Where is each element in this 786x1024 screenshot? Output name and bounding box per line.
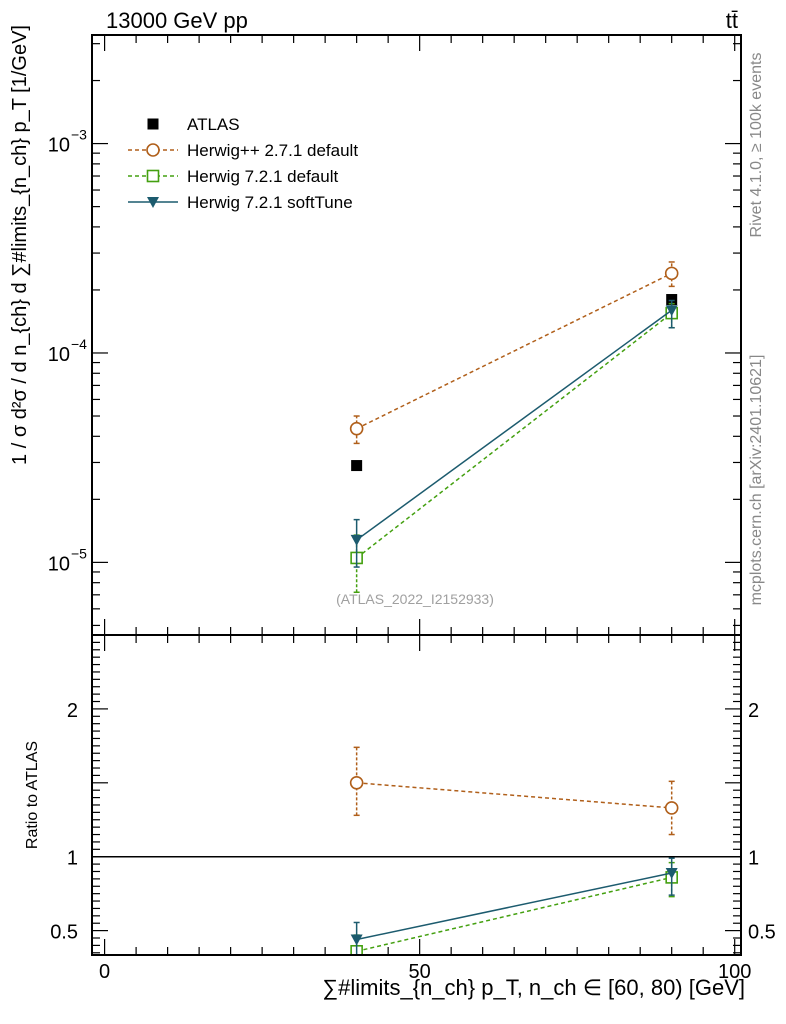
main-data-point (665, 305, 678, 317)
legend-label: Herwig 7.2.1 softTune (187, 193, 353, 212)
main-series-2 (350, 302, 678, 594)
ratio-y-tick-label: 2 (67, 700, 78, 722)
legend-label: ATLAS (187, 115, 240, 134)
main-y-tick-exponent: −3 (71, 127, 87, 143)
legend-marker (146, 143, 160, 157)
main-y-tick-label: 10 (48, 553, 70, 575)
legend-item: ATLAS (147, 115, 240, 134)
energy-label: 13000 GeV pp (106, 8, 248, 33)
legend-label: Herwig 7.2.1 default (187, 167, 338, 186)
ratio-data-point (349, 776, 364, 790)
main-data-point (349, 421, 364, 436)
legend-marker (147, 118, 159, 130)
source-label: mcplots.cern.ch [arXiv:2401.10621] (748, 355, 765, 606)
main-axis-ticks (92, 35, 741, 635)
main-series (349, 261, 679, 594)
main-watermark: (ATLAS_2022_I2152933) (336, 591, 494, 607)
legend-marker (146, 169, 160, 183)
main-series-line (356, 309, 673, 541)
main-series-line (356, 272, 673, 430)
ratio-y-tick-label-right: 0.5 (748, 922, 776, 944)
rivet-version-label: Rivet 4.1.0, ≥ 100k events (748, 53, 765, 238)
main-y-tick-labels: 10−510−410−3 (48, 127, 87, 576)
x-tick-label: 100 (718, 961, 751, 983)
legend-marker (147, 197, 159, 208)
ratio-series-line (356, 782, 672, 809)
ratio-data-point (664, 801, 679, 815)
main-data-point (350, 534, 363, 546)
ratio-y-tick-label-right: 2 (748, 700, 759, 722)
main-y-tick-exponent: −4 (71, 336, 87, 352)
main-y-tick-label: 10 (48, 344, 70, 366)
main-data-point (666, 294, 678, 306)
main-series-0 (351, 294, 678, 472)
ratio-y-tick-label-right: 1 (748, 848, 759, 870)
main-series-line (356, 312, 673, 559)
ratio-data-point (350, 934, 363, 946)
legend-item: Herwig 7.2.1 default (128, 167, 338, 186)
ratio-y-axis-label: Ratio to ATLAS (24, 741, 41, 849)
legend-label: Herwig++ 2.7.1 default (187, 141, 358, 160)
main-y-tick-label: 10 (48, 135, 70, 157)
ratio-series-line (356, 872, 672, 941)
ratio-y-tick-label: 0.5 (50, 922, 78, 944)
ratio-y-tick-label: 1 (67, 848, 78, 870)
ratio-panel: 0.5 0.5 1 1 2 2 Ratio to ATLAS (24, 634, 776, 956)
ratio-series-line (356, 876, 672, 953)
process-label: tt̄ (726, 8, 738, 33)
main-data-point (351, 460, 363, 472)
ratio-series-2 (350, 857, 678, 955)
legend-item: Herwig 7.2.1 softTune (128, 193, 353, 212)
x-tick-label: 0 (99, 961, 110, 983)
main-data-point (664, 266, 679, 281)
x-tick-labels: 0 50 100 (99, 961, 751, 983)
ratio-plot-frame (91, 634, 742, 956)
ratio-axis-ticks (92, 634, 741, 955)
main-y-axis-label: 1 / σ d²σ / d n_{ch} d ∑#limits_{n_ch} p… (9, 25, 31, 465)
legend-item: Herwig++ 2.7.1 default (128, 141, 358, 160)
legend: ATLAS Herwig++ 2.7.1 default Herwig 7.2.1 … (128, 115, 358, 212)
ratio-series-0 (349, 746, 679, 836)
main-series-3 (350, 299, 678, 568)
x-tick-label: 50 (409, 961, 431, 983)
ratio-y-tick-labels: 0.5 0.5 1 1 2 2 (50, 700, 776, 944)
x-axis-label: ∑#limits_{n_ch} p_T, n_ch ∈ [60, 80) [Ge… (322, 975, 745, 1000)
ratio-series (349, 746, 679, 955)
main-y-tick-exponent: −5 (71, 545, 87, 561)
main-series-1 (349, 261, 679, 445)
main-panel: 10−510−410−3 (ATLAS_2022_I2152933) 1 / σ… (9, 25, 742, 636)
ratio-data-point (665, 867, 678, 879)
